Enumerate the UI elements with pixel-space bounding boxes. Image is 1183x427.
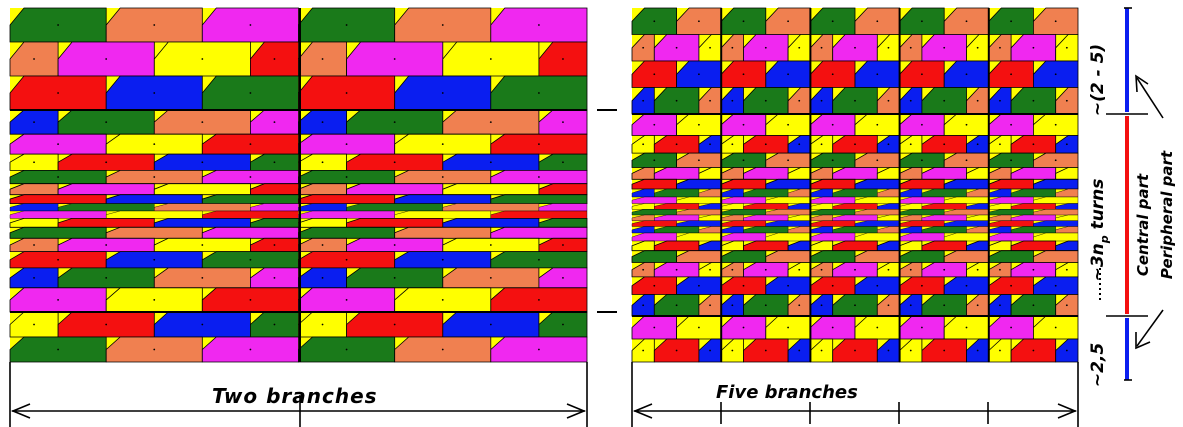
right-tiling-panel	[631, 7, 1079, 363]
left-width-label: Two branches	[212, 384, 378, 408]
left-tiling-cells	[9, 7, 588, 363]
top-height-label: ~(2 - 5)	[1088, 44, 1108, 116]
middle-height-subscript: p	[1098, 235, 1111, 244]
central-part-label: Central part	[1134, 173, 1152, 276]
left-width-dimension: Two branches	[9, 362, 588, 427]
right-width-label: Five branches	[716, 382, 858, 403]
left-tiling-panel	[9, 7, 588, 363]
side-bar	[1106, 7, 1148, 381]
peripheral-pointer-arrows	[1135, 74, 1164, 350]
left-grid-lines	[10, 8, 587, 362]
middle-height-label: ~3np turns	[1088, 179, 1111, 282]
right-width-dimension: Five branches	[631, 362, 1079, 427]
right-tiling-cells	[631, 7, 1079, 363]
peripheral-part-label: Peripheral part	[1158, 150, 1176, 279]
right-grid-lines	[632, 8, 1078, 362]
bottom-height-label: ~2,5	[1088, 343, 1108, 387]
